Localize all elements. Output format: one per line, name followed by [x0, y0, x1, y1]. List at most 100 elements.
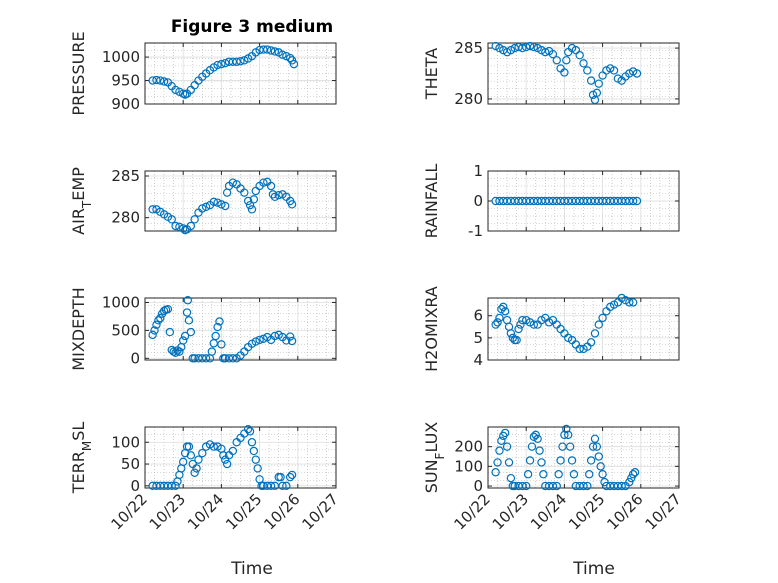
- x-tick-label: 10/26: [603, 490, 646, 533]
- data-point: [579, 59, 588, 68]
- data-point: [541, 47, 550, 57]
- data-point: [249, 195, 259, 204]
- data-point: [228, 446, 238, 456]
- data-point: [228, 178, 238, 187]
- x-tick-label: 10/25: [565, 490, 608, 533]
- data-point: [198, 448, 207, 458]
- y-tick-label: 0: [130, 349, 140, 367]
- x-tick-label: 10/25: [222, 490, 265, 533]
- data-point: [167, 215, 176, 224]
- data-point: [628, 298, 638, 307]
- data-point: [525, 41, 535, 51]
- data-point: [493, 318, 502, 327]
- data-point: [522, 481, 531, 491]
- data-point: [560, 68, 569, 77]
- subplot-theta: 280 285 THETA: [422, 39, 680, 108]
- y-tick-label: 100: [454, 457, 483, 475]
- data-point: [201, 354, 211, 363]
- data-point: [569, 470, 579, 479]
- data-point: [266, 46, 276, 55]
- data-point: [169, 347, 178, 356]
- data-point: [243, 196, 253, 206]
- axes-box: [487, 42, 680, 105]
- data-point: [632, 69, 642, 78]
- y-tick-label: 280: [111, 209, 140, 227]
- data-point: [514, 324, 523, 334]
- data-point: [163, 304, 173, 314]
- data-point: [245, 427, 255, 436]
- x-tick-label: 10/22: [451, 490, 494, 533]
- data-point: [217, 340, 226, 349]
- data-point: [211, 331, 220, 341]
- data-point: [255, 335, 264, 345]
- data-point: [270, 192, 280, 202]
- data-point: [500, 428, 510, 438]
- data-point: [209, 442, 218, 451]
- data-point: [617, 481, 626, 491]
- data-series: [148, 424, 297, 491]
- data-point: [194, 455, 203, 464]
- data-point: [150, 326, 159, 335]
- y-tick-label: 0: [473, 477, 483, 495]
- data-point: [148, 330, 157, 340]
- x-tick-label: 10/23: [146, 490, 189, 533]
- y-tick-label: 100: [111, 433, 140, 451]
- data-point: [502, 442, 512, 451]
- data-point: [213, 322, 222, 332]
- data-point: [183, 296, 192, 305]
- data-point: [565, 442, 575, 451]
- data-point: [287, 200, 297, 209]
- x-tick-label: 10/22: [108, 490, 151, 533]
- data-point: [287, 470, 297, 480]
- data-point: [165, 327, 175, 337]
- y-tick-label: 50: [121, 455, 140, 473]
- data-point: [156, 313, 165, 323]
- data-point: [184, 442, 194, 451]
- data-point: [600, 477, 609, 487]
- data-point: [548, 49, 558, 59]
- data-point: [586, 338, 596, 347]
- data-point: [217, 59, 226, 69]
- data-point: [274, 190, 283, 200]
- data-point: [592, 442, 602, 451]
- y-tick-label: 200: [454, 438, 483, 456]
- data-point: [180, 331, 190, 341]
- data-point: [190, 468, 199, 477]
- data-point: [159, 306, 169, 316]
- data-point: [184, 316, 194, 325]
- data-point: [579, 481, 588, 491]
- data-point: [178, 336, 188, 345]
- data-point: [499, 302, 508, 312]
- data-point: [583, 481, 592, 491]
- data-series: [491, 424, 640, 491]
- data-point: [221, 58, 230, 68]
- data-point: [529, 42, 539, 52]
- data-point: [554, 470, 563, 479]
- data-point: [598, 470, 607, 479]
- data-point: [592, 88, 602, 98]
- y-axis-label: TERRMSL: [69, 422, 94, 495]
- data-point: [627, 473, 636, 483]
- y-axis-label: AIRTEMP: [69, 167, 94, 235]
- data-series: [148, 177, 297, 235]
- data-point: [564, 430, 573, 440]
- data-point: [533, 434, 542, 444]
- data-point: [154, 316, 163, 325]
- y-tick-label: 0: [130, 477, 140, 495]
- data-point: [198, 204, 207, 213]
- data-point: [240, 188, 249, 197]
- x-axis-label-right: Time: [572, 559, 615, 579]
- data-point: [506, 473, 516, 483]
- data-point: [495, 446, 504, 455]
- y-tick-label: 4: [473, 351, 483, 369]
- data-point: [171, 481, 180, 491]
- data-point: [270, 47, 280, 56]
- y-tick-label: 1000: [102, 48, 140, 66]
- data-point: [152, 75, 161, 85]
- data-point: [527, 442, 537, 451]
- data-point: [518, 43, 527, 53]
- data-point: [495, 313, 504, 323]
- data-point: [556, 456, 565, 465]
